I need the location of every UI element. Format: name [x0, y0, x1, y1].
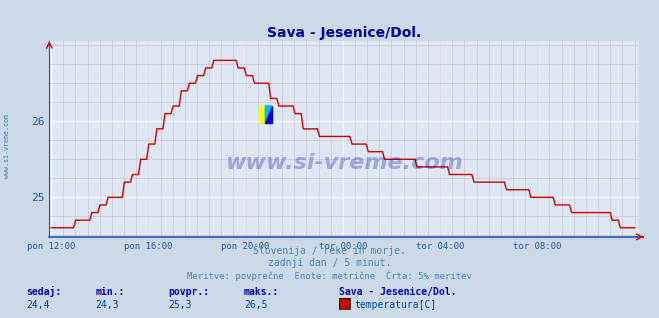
Polygon shape [266, 106, 272, 123]
Text: Sava - Jesenice/Dol.: Sava - Jesenice/Dol. [339, 287, 457, 297]
Text: temperatura[C]: temperatura[C] [355, 300, 437, 310]
Polygon shape [266, 106, 272, 123]
Text: Meritve: povprečne  Enote: metrične  Črta: 5% meritev: Meritve: povprečne Enote: metrične Črta:… [187, 270, 472, 280]
Text: 25,3: 25,3 [168, 300, 192, 310]
Text: sedaj:: sedaj: [26, 286, 61, 297]
Text: 24,3: 24,3 [96, 300, 119, 310]
Text: Slovenija / reke in morje.: Slovenija / reke in morje. [253, 246, 406, 256]
Text: www.si-vreme.com: www.si-vreme.com [225, 153, 463, 173]
Text: min.:: min.: [96, 287, 125, 297]
Text: www.si-vreme.com: www.si-vreme.com [3, 114, 10, 178]
Title: Sava - Jesenice/Dol.: Sava - Jesenice/Dol. [267, 26, 422, 40]
Text: povpr.:: povpr.: [168, 287, 209, 297]
Text: 24,4: 24,4 [26, 300, 50, 310]
Text: 26,5: 26,5 [244, 300, 268, 310]
Bar [259, 106, 266, 123]
Text: zadnji dan / 5 minut.: zadnji dan / 5 minut. [268, 259, 391, 268]
Text: maks.:: maks.: [244, 287, 279, 297]
